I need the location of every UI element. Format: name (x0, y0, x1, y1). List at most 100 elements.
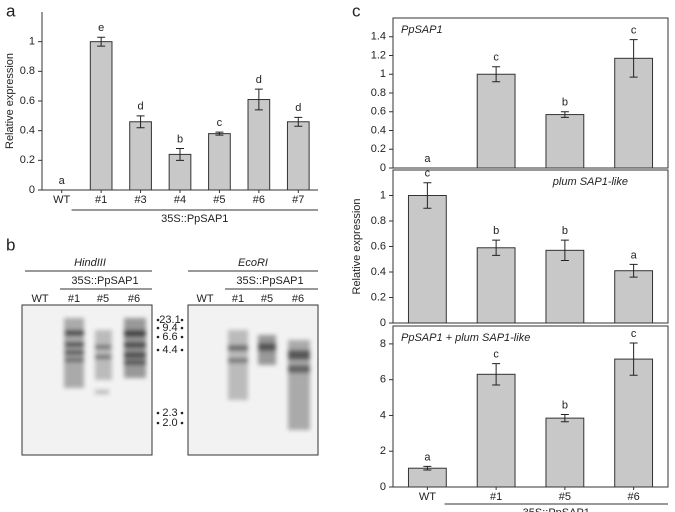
marker-dot (156, 348, 160, 352)
panel-title: plum SAP1-like (552, 176, 628, 188)
y-tick-label: 0.2 (20, 154, 35, 166)
lane-label: #1 (232, 293, 244, 305)
lane-label: #1 (68, 293, 80, 305)
marker-label: 6.6 (162, 331, 177, 343)
y-tick-label: 6 (380, 374, 386, 386)
bar (614, 358, 654, 488)
lane-label: #5 (97, 293, 109, 305)
y-tick-label: 1 (29, 36, 35, 48)
significance-letter: b (562, 399, 568, 411)
bar (286, 121, 310, 191)
y-tick-label: 0 (380, 481, 386, 493)
y-tick-label: 0.8 (371, 215, 386, 227)
significance-letter: d (138, 101, 144, 113)
y-tick-label: 0.4 (371, 266, 386, 278)
error-bar (97, 36, 106, 47)
group-label: 35S::PpSAP1 (161, 213, 228, 225)
y-tick-label: 0.4 (371, 124, 386, 136)
bar (545, 249, 585, 324)
x-tick-label: WT (419, 491, 436, 503)
significance-letter: a (424, 451, 431, 463)
y-tick-label: 0.8 (20, 65, 35, 77)
y-tick-label: 0.2 (371, 291, 386, 303)
error-bar (560, 111, 569, 118)
significance-letter: c (631, 24, 637, 36)
significance-letter: c (631, 328, 637, 340)
x-tick-label: #1 (490, 491, 502, 503)
x-tick-label: WT (53, 194, 70, 206)
lane-label: WT (196, 293, 213, 305)
marker-dot (156, 421, 160, 425)
y-tick-label: 2 (380, 445, 386, 457)
y-tick-label: 0.2 (371, 143, 386, 155)
y-tick-label: 0 (380, 317, 386, 329)
plot-frame (392, 325, 669, 488)
lane-label: WT (31, 293, 48, 305)
significance-letter: a (424, 153, 431, 165)
bar (247, 99, 271, 191)
error-bar (423, 465, 432, 471)
error-bar (629, 342, 638, 376)
error-bar (492, 66, 501, 83)
enzyme-label: HindIII (74, 257, 106, 269)
y-tick-label: 0.6 (371, 106, 386, 118)
significance-letter: a (59, 175, 66, 187)
error-bar (560, 414, 569, 423)
y-axis-label: Relative expression (351, 199, 363, 295)
marker-dot (180, 348, 184, 352)
panel-title: PpSAP1 (401, 24, 443, 36)
marker-dot (156, 318, 160, 322)
y-tick-label: 1.2 (371, 49, 386, 61)
marker-dot (156, 326, 160, 330)
marker-dot (180, 326, 184, 330)
group-label: 35S::PpSAP1 (523, 507, 590, 512)
bar (476, 373, 516, 488)
panel-label: a (6, 1, 16, 20)
error-bar (560, 239, 569, 262)
error-bar (629, 263, 638, 278)
marker-label: 2.3 (162, 407, 177, 419)
panel-label: b (6, 235, 15, 254)
significance-letter: a (631, 249, 638, 261)
x-tick-label: #3 (134, 194, 146, 206)
y-tick-label: 0 (29, 184, 35, 196)
blot-bands (64, 318, 310, 430)
error-bar (254, 88, 263, 111)
marker-label: 2.0 (162, 417, 177, 429)
marker-dot (180, 411, 184, 415)
bar (129, 121, 152, 191)
error-bar (136, 115, 145, 129)
bar (614, 270, 654, 324)
significance-letter: b (562, 97, 568, 109)
error-bar (629, 39, 638, 78)
significance-letter: d (295, 102, 301, 114)
significance-letter: c (493, 52, 499, 64)
y-tick-label: 0.8 (371, 87, 386, 99)
bar (407, 195, 447, 324)
y-tick-label: 0.6 (20, 95, 35, 107)
construct-label: 35S::PpSAP1 (236, 275, 303, 287)
y-tick-label: 0.6 (371, 240, 386, 252)
blot-panel: HindIII 35S::PpSAP1 EcoRI 35S::PpSAP1 (21, 257, 319, 456)
x-tick-label: #1 (95, 194, 107, 206)
marker-dot (180, 421, 184, 425)
bar (545, 417, 585, 488)
bar (476, 73, 516, 169)
y-axis-label: Relative expression (4, 53, 16, 149)
x-tick-label: #5 (213, 194, 225, 206)
marker-dot (180, 335, 184, 339)
x-tick-label: #5 (559, 491, 571, 503)
significance-letter: b (177, 133, 183, 145)
bar (476, 247, 516, 324)
marker-dot (156, 411, 160, 415)
significance-letter: b (493, 225, 499, 237)
y-tick-label: 8 (380, 338, 386, 350)
lane-label: #5 (261, 293, 273, 305)
y-tick-label: 1.4 (371, 31, 386, 43)
bar (89, 41, 113, 191)
y-tick-label: 0.4 (20, 125, 35, 137)
bar (208, 133, 231, 191)
significance-letter: c (425, 168, 431, 180)
panel-title: PpSAP1 + plum SAP1-like (401, 332, 530, 344)
marker-label: 9.4 (162, 322, 177, 334)
